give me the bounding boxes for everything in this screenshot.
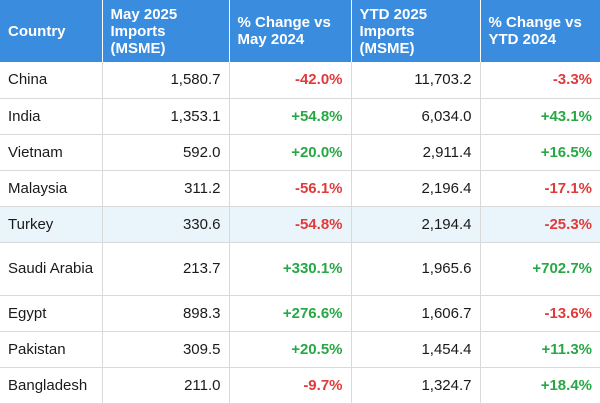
may-imports-cell: 330.6 (102, 206, 230, 243)
ytd-imports-cell: 1,324.7 (351, 367, 481, 404)
table-row-highlighted: Turkey 330.6 -54.8% 2,194.4 -25.3% (0, 206, 600, 243)
country-cell: Saudi Arabia (0, 242, 103, 296)
ytd-imports-cell: 11,703.2 (351, 62, 481, 99)
header-ytd-change[interactable]: % Change vs YTD 2024 (480, 0, 600, 62)
ytd-imports-cell: 1,965.6 (351, 242, 481, 296)
country-cell: Malaysia (0, 170, 103, 207)
ytd-change-cell: +43.1% (480, 98, 600, 135)
may-change-cell: +276.6% (229, 295, 352, 332)
table-row: Egypt 898.3 +276.6% 1,606.7 -13.6% (0, 295, 600, 332)
may-change-cell: +330.1% (229, 242, 352, 296)
ytd-change-cell: -3.3% (480, 62, 600, 99)
ytd-imports-cell: 2,196.4 (351, 170, 481, 207)
may-imports-cell: 311.2 (102, 170, 230, 207)
ytd-change-cell: +16.5% (480, 134, 600, 171)
may-change-cell: +20.0% (229, 134, 352, 171)
header-may-change[interactable]: % Change vs May 2024 (229, 0, 352, 62)
ytd-change-cell: +11.3% (480, 331, 600, 368)
may-imports-cell: 1,580.7 (102, 62, 230, 99)
may-change-cell: -54.8% (229, 206, 352, 243)
may-imports-cell: 211.0 (102, 367, 230, 404)
may-change-cell: +20.5% (229, 331, 352, 368)
country-cell: China (0, 62, 103, 99)
may-imports-cell: 213.7 (102, 242, 230, 296)
header-country[interactable]: Country (0, 0, 103, 62)
may-change-cell: +54.8% (229, 98, 352, 135)
ytd-imports-cell: 1,454.4 (351, 331, 481, 368)
may-change-cell: -56.1% (229, 170, 352, 207)
ytd-change-cell: +18.4% (480, 367, 600, 404)
may-imports-cell: 309.5 (102, 331, 230, 368)
ytd-imports-cell: 2,194.4 (351, 206, 481, 243)
country-cell: Bangladesh (0, 367, 103, 404)
country-cell: Pakistan (0, 331, 103, 368)
header-may-imports[interactable]: May 2025 Imports (MSME) (102, 0, 230, 62)
table-row: Malaysia 311.2 -56.1% 2,196.4 -17.1% (0, 170, 600, 207)
ytd-change-cell: -25.3% (480, 206, 600, 243)
ytd-imports-cell: 1,606.7 (351, 295, 481, 332)
ytd-imports-cell: 6,034.0 (351, 98, 481, 135)
may-imports-cell: 898.3 (102, 295, 230, 332)
may-imports-cell: 592.0 (102, 134, 230, 171)
ytd-imports-cell: 2,911.4 (351, 134, 481, 171)
country-cell: India (0, 98, 103, 135)
ytd-change-cell: +702.7% (480, 242, 600, 296)
country-cell: Turkey (0, 206, 103, 243)
may-change-cell: -9.7% (229, 367, 352, 404)
table-row: Vietnam 592.0 +20.0% 2,911.4 +16.5% (0, 134, 600, 171)
table-row: Pakistan 309.5 +20.5% 1,454.4 +11.3% (0, 331, 600, 368)
ytd-change-cell: -17.1% (480, 170, 600, 207)
may-imports-cell: 1,353.1 (102, 98, 230, 135)
table-row: India 1,353.1 +54.8% 6,034.0 +43.1% (0, 98, 600, 135)
table-row: Bangladesh 211.0 -9.7% 1,324.7 +18.4% (0, 367, 600, 404)
table-row: Saudi Arabia 213.7 +330.1% 1,965.6 +702.… (0, 242, 600, 296)
header-ytd-imports[interactable]: YTD 2025 Imports (MSME) (351, 0, 481, 62)
ytd-change-cell: -13.6% (480, 295, 600, 332)
country-cell: Vietnam (0, 134, 103, 171)
table-row: China 1,580.7 -42.0% 11,703.2 -3.3% (0, 62, 600, 99)
may-change-cell: -42.0% (229, 62, 352, 99)
country-cell: Egypt (0, 295, 103, 332)
table-header-row: Country May 2025 Imports (MSME) % Change… (0, 0, 600, 62)
